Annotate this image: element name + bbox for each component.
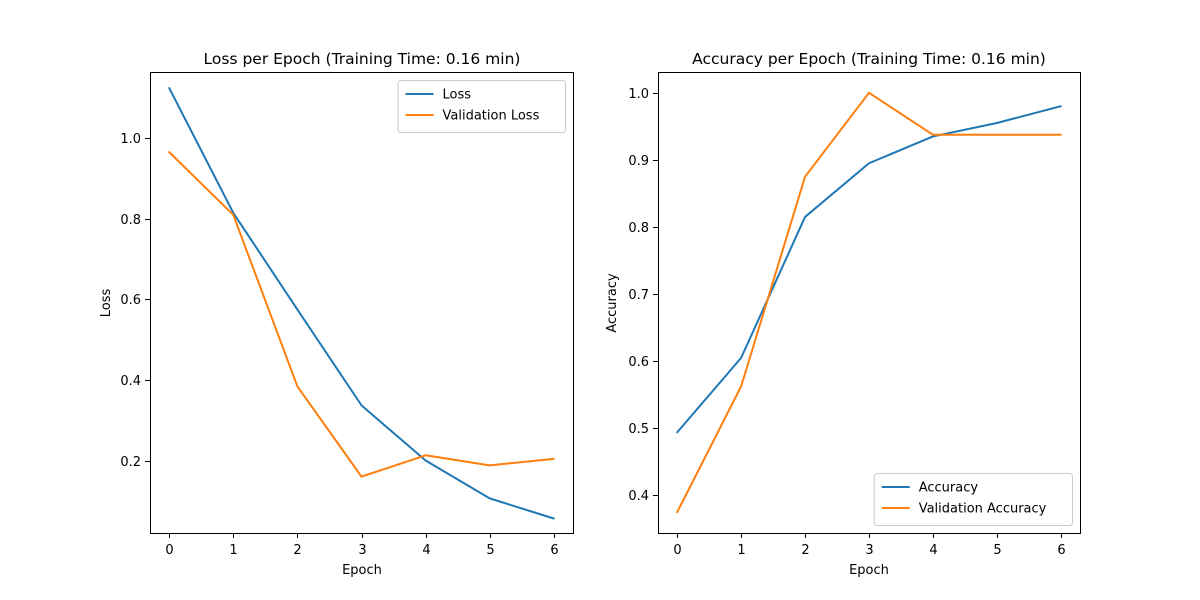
y-axis-label: Loss bbox=[99, 289, 114, 318]
series-line-validation-loss bbox=[168, 151, 555, 478]
x-tick-label: 3 bbox=[865, 543, 873, 558]
accuracy-chart: Accuracy per Epoch (Training Time: 0.16 … bbox=[605, 50, 1081, 578]
chart-title: Accuracy per Epoch (Training Time: 0.16 … bbox=[692, 50, 1046, 68]
y-tick-label: 0.9 bbox=[628, 154, 649, 169]
legend-label: Validation Accuracy bbox=[919, 502, 1047, 517]
legend: Accuracy Validation Accuracy bbox=[873, 473, 1074, 526]
x-tick-label: 0 bbox=[673, 543, 681, 558]
y-tick-label: 0.2 bbox=[120, 455, 141, 470]
x-axis-label: Epoch bbox=[342, 563, 382, 578]
y-tick-label: 1.0 bbox=[120, 132, 141, 147]
legend: Loss Validation Loss bbox=[397, 80, 566, 133]
x-tick-label: 0 bbox=[165, 543, 173, 558]
legend-label: Accuracy bbox=[919, 481, 979, 496]
y-tick-label: 0.6 bbox=[120, 293, 141, 308]
x-tick-label: 4 bbox=[422, 543, 430, 558]
x-tick-label: 6 bbox=[1057, 543, 1065, 558]
y-tick-label: 0.4 bbox=[120, 374, 141, 389]
legend-label: Validation Loss bbox=[443, 109, 540, 124]
y-tick-label: 0.7 bbox=[628, 288, 649, 303]
series-line-validation-accuracy bbox=[676, 91, 1062, 514]
x-tick-label: 4 bbox=[929, 543, 937, 558]
y-tick-label: 0.8 bbox=[120, 213, 141, 228]
y-tick-label: 0.4 bbox=[628, 489, 649, 504]
x-axis-label: Epoch bbox=[849, 563, 889, 578]
legend-box bbox=[873, 473, 1074, 526]
legend-label: Loss bbox=[443, 88, 472, 103]
x-tick-label: 6 bbox=[550, 543, 558, 558]
y-tick-label: 0.5 bbox=[628, 422, 649, 437]
x-tick-label: 3 bbox=[358, 543, 366, 558]
x-tick-label: 5 bbox=[486, 543, 494, 558]
loss-chart: Loss per Epoch (Training Time: 0.16 min)… bbox=[99, 50, 574, 578]
x-tick-label: 5 bbox=[993, 543, 1001, 558]
y-tick-label: 0.6 bbox=[628, 355, 649, 370]
plot-area bbox=[676, 91, 1062, 514]
plot-area bbox=[168, 87, 555, 520]
x-tick-label: 2 bbox=[801, 543, 809, 558]
x-tick-label: 1 bbox=[737, 543, 745, 558]
axis-ticks: 0 1 2 3 4 5 6 0.2 0.4 0.6 0.8 1.0 bbox=[120, 132, 558, 558]
axis-ticks: 0 1 2 3 4 5 6 0.4 0.5 0.6 0.7 0.8 0.9 1.0 bbox=[628, 87, 1065, 558]
x-tick-label: 2 bbox=[293, 543, 301, 558]
series-line-accuracy bbox=[676, 105, 1062, 434]
x-tick-label: 1 bbox=[229, 543, 237, 558]
legend-box bbox=[397, 80, 566, 133]
y-tick-label: 0.8 bbox=[628, 221, 649, 236]
y-tick-label: 1.0 bbox=[628, 87, 649, 102]
y-axis-label: Accuracy bbox=[605, 273, 620, 333]
series-line-loss bbox=[168, 87, 555, 520]
chart-title: Loss per Epoch (Training Time: 0.16 min) bbox=[204, 50, 521, 68]
